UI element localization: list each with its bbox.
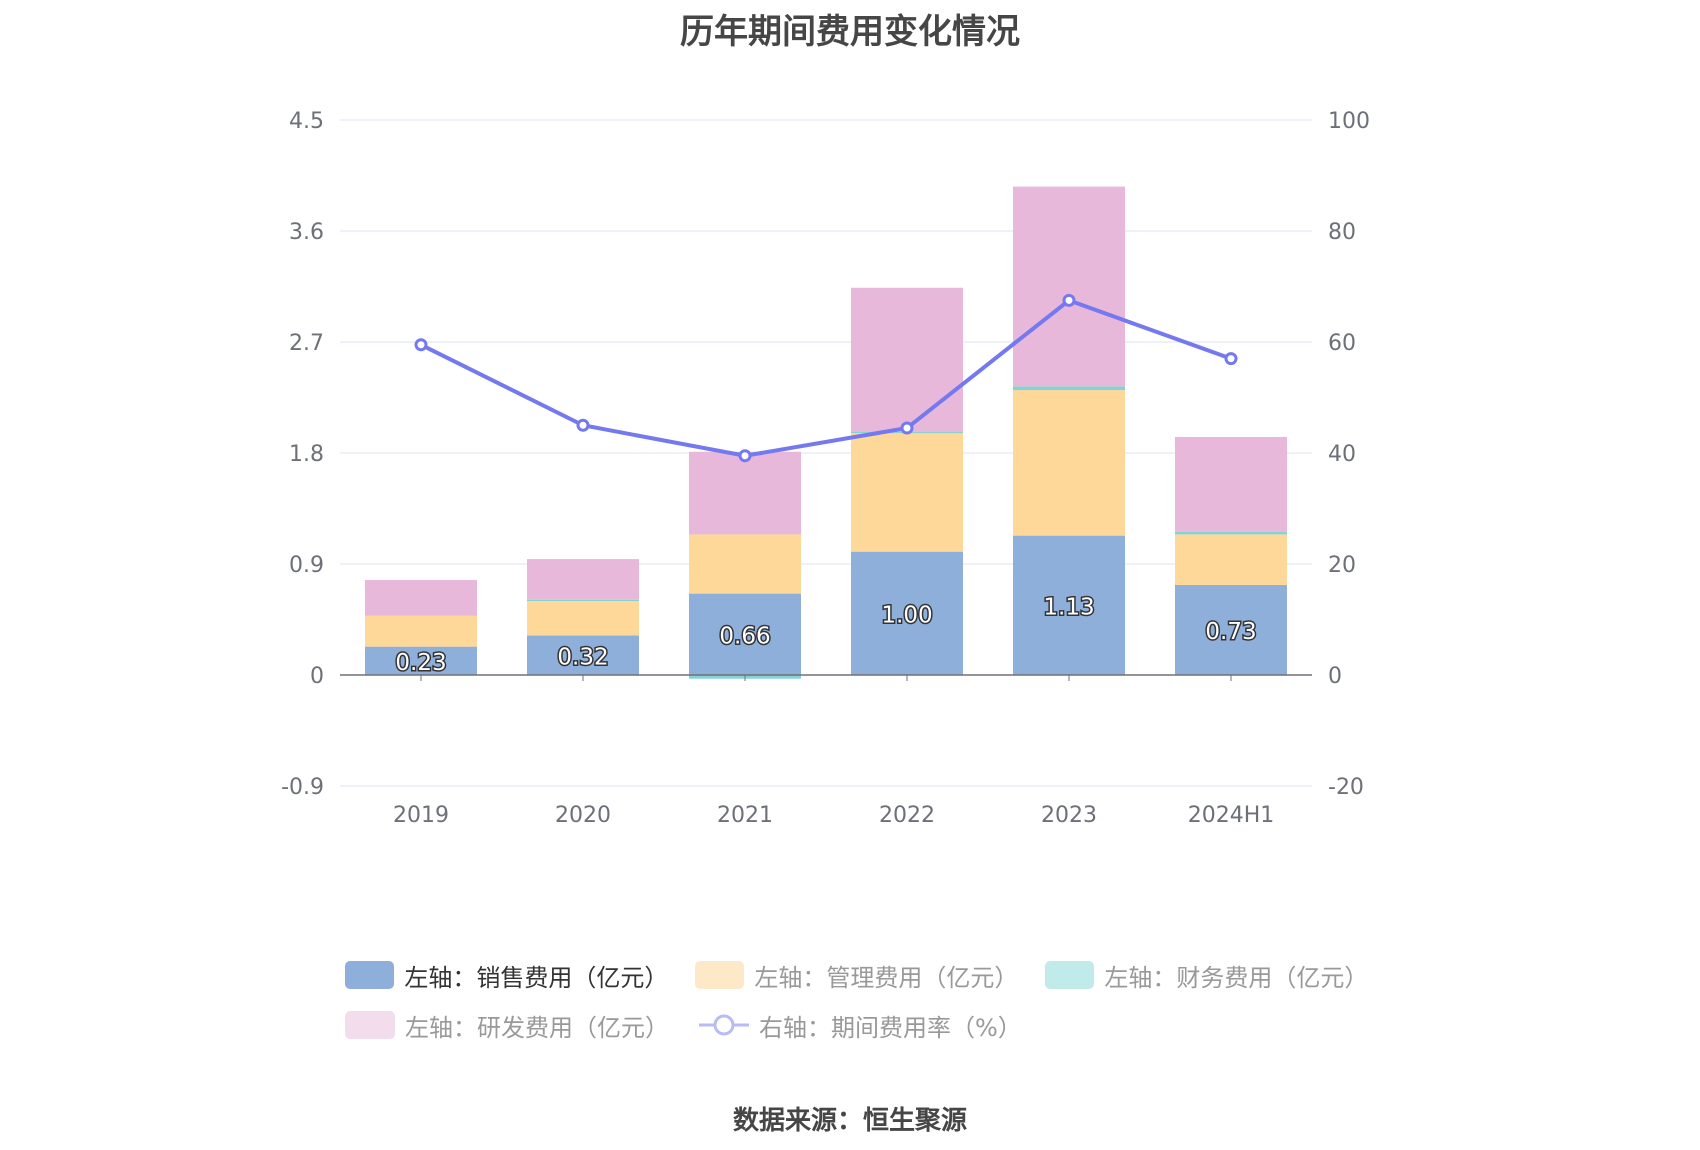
legend-item-finance[interactable]: 左轴：财务费用（亿元） (1045, 958, 1369, 993)
rate-point (900, 421, 914, 435)
rate-point (1224, 352, 1238, 366)
legend-item-admin[interactable]: 左轴：管理费用（亿元） (695, 958, 1019, 993)
bar-value-label: 0.23 (395, 650, 446, 676)
legend-label-finance: 左轴：财务费用（亿元） (1104, 963, 1369, 992)
y-right-tick-label: 100 (1328, 109, 1370, 134)
bar-rnd (365, 580, 477, 616)
y-left-tick-label: 4.5 (289, 109, 324, 134)
bar-admin (1013, 390, 1125, 536)
legend-label-sales: 左轴：销售费用（亿元） (404, 963, 669, 992)
x-tick-label: 2020 (555, 803, 611, 828)
data-source: 数据来源：恒生聚源 (732, 1106, 967, 1136)
bar-finance (1013, 386, 1125, 391)
bar-sales (851, 551, 963, 675)
legend-label-rnd: 左轴：研发费用（亿元） (405, 1013, 669, 1042)
bar-value-label: 0.32 (557, 644, 608, 670)
legend: 左轴：销售费用（亿元） 左轴：管理费用（亿元） 左轴：财务费用（亿元） 左轴：研… (345, 950, 1395, 1050)
chart-title: 历年期间费用变化情况 (680, 12, 1020, 52)
y-left-tick-label: 0 (310, 664, 324, 689)
bars (365, 186, 1287, 679)
bar-admin (527, 601, 639, 636)
legend-swatch-admin (695, 961, 745, 989)
bar-rnd (851, 287, 963, 433)
y-right-tick-label: 0 (1328, 664, 1342, 689)
y-right-tick-label: 80 (1328, 220, 1356, 245)
bar-sales (1175, 584, 1287, 675)
legend-swatch-sales (345, 961, 395, 989)
bar-rnd (1013, 186, 1125, 387)
data-labels: 0.23 0.32 0.66 1.00 1.13 0.73 (394, 593, 1258, 678)
x-tick-label: 2019 (393, 803, 449, 828)
legend-item-rnd[interactable]: 左轴：研发费用（亿元） (345, 1008, 669, 1043)
bar-admin (851, 433, 963, 552)
x-tick-label: 2021 (717, 803, 773, 828)
bar-admin (689, 534, 801, 594)
bar-sales (1013, 535, 1125, 675)
bar-rnd (1175, 436, 1287, 532)
legend-label-admin: 左轴：管理费用（亿元） (754, 963, 1019, 992)
bar-value-label: 1.00 (881, 602, 932, 628)
legend-item-rate[interactable]: 右轴：期间费用率（%） (699, 1008, 1022, 1043)
y-right-tick-label: 40 (1328, 442, 1356, 467)
y-right-tick-label: -20 (1328, 775, 1364, 800)
bar-admin (365, 615, 477, 647)
legend-item-sales[interactable]: 左轴：销售费用（亿元） (345, 958, 669, 993)
legend-label-rate: 右轴：期间费用率（%） (759, 1013, 1022, 1042)
y-left-tick-label: 2.7 (289, 331, 324, 356)
x-tick-label: 2024H1 (1188, 803, 1275, 828)
y-left-tick-label: 3.6 (289, 220, 324, 245)
legend-swatch-rnd (345, 1011, 395, 1039)
bar-sales (365, 646, 477, 675)
y-left-tick-label: 1.8 (289, 442, 324, 467)
y-right-tick-label: 20 (1328, 553, 1356, 578)
bar-value-label: 1.13 (1043, 594, 1094, 620)
bar-rnd (527, 559, 639, 600)
bar-value-label: 0.73 (1205, 619, 1256, 645)
rate-point (738, 449, 752, 463)
axes: -0.9 0 0.9 1.8 2.7 3.6 4.5 -20 0 20 40 60 80 100 2019 2… (281, 109, 1370, 828)
rate-point (1062, 293, 1076, 307)
rate-line-path (420, 298, 1232, 458)
grid-lines (340, 119, 1312, 787)
bar-finance (527, 599, 639, 601)
x-tick-label: 2022 (879, 803, 935, 828)
y-right-tick-label: 60 (1328, 331, 1356, 356)
bar-finance (1175, 531, 1287, 535)
y-left-tick-label: -0.9 (281, 775, 324, 800)
bar-rnd (689, 451, 801, 535)
bar-sales (527, 635, 639, 675)
rate-line (414, 293, 1238, 463)
bar-value-label: 0.66 (719, 623, 770, 649)
rate-point (414, 338, 428, 352)
bar-sales (689, 593, 801, 675)
rate-point (576, 418, 590, 432)
legend-swatch-finance (1045, 961, 1095, 989)
x-tick-label: 2023 (1041, 803, 1097, 828)
legend-line-rate-icon (699, 1014, 749, 1036)
bar-admin (1175, 534, 1287, 585)
y-left-tick-label: 0.9 (289, 553, 324, 578)
